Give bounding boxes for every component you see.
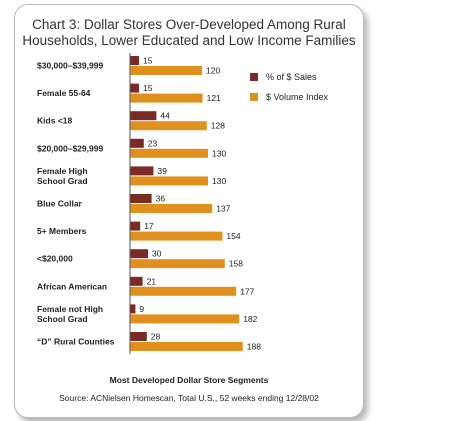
bars: 15 120 15 121 44 128 23 130 39 130 36 137 17 154 30 158…: [130, 56, 261, 352]
bar-sales-share: [130, 138, 144, 148]
category-label-line: Female High: [37, 166, 88, 176]
category-label-line: African American: [37, 281, 107, 291]
bar-sales-share: [130, 56, 139, 65]
bar-sales-share: [130, 111, 157, 121]
category-label-line: Female not High: [37, 304, 103, 314]
category-label-line: Female 55-64: [37, 88, 91, 98]
bar-volume-index: [130, 148, 208, 158]
data-label-sales-share: 39: [157, 166, 167, 176]
legend: % of $ Sales $ Volume Index: [250, 70, 328, 110]
chart-card: Chart 3: Dollar Stores Over-Developed Am…: [14, 4, 364, 418]
data-label-volume-index: 121: [207, 93, 221, 103]
category-label-line: <$20,000: [37, 254, 73, 264]
bar-volume-index: [130, 93, 203, 103]
bar-volume-index: [130, 286, 237, 296]
bar-volume-index: [130, 204, 213, 213]
category-label-line: 5+ Members: [37, 226, 87, 236]
data-label-volume-index: 137: [216, 204, 230, 214]
data-label-sales-share: 44: [160, 111, 170, 121]
category-label: $30,000–$39,999: [37, 61, 103, 71]
bar-volume-index: [130, 176, 208, 186]
bar-sales-share: [130, 304, 136, 314]
bar-volume-index: [130, 121, 207, 131]
source-note: Source: ACNielsen Homescan, Total U.S., …: [59, 393, 319, 403]
data-label-volume-index: 130: [212, 176, 226, 186]
data-label-volume-index: 177: [240, 286, 254, 296]
data-label-sales-share: 15: [143, 56, 153, 66]
bar-volume-index: [130, 314, 240, 324]
legend-swatch-volume-index: [250, 93, 258, 101]
category-label: Kids <18: [37, 116, 72, 126]
bar-volume-index: [130, 259, 225, 269]
legend-swatch-sales-share: [250, 73, 258, 81]
category-label: Female 55-64: [37, 88, 91, 98]
category-label-line: $30,000–$39,999: [37, 61, 103, 71]
category-label: <$20,000: [37, 254, 73, 264]
data-label-volume-index: 188: [247, 342, 261, 352]
data-label-sales-share: 30: [152, 249, 162, 259]
chart-title: Chart 3: Dollar Stores Over-Developed Am…: [15, 17, 363, 49]
category-label-line: Kids <18: [37, 116, 72, 126]
category-label: “D” Rural Counties: [37, 337, 115, 347]
bar-sales-share: [130, 249, 148, 259]
legend-item-volume-index: $ Volume Index: [250, 90, 328, 104]
legend-item-sales-share: % of $ Sales: [250, 70, 328, 84]
data-label-volume-index: 154: [226, 231, 240, 241]
data-label-sales-share: 9: [139, 304, 144, 314]
category-label: Female High School Grad: [37, 166, 88, 186]
data-label-sales-share: 23: [148, 138, 158, 148]
data-label-sales-share: 17: [144, 221, 154, 231]
data-label-sales-share: 28: [151, 332, 161, 342]
bar-sales-share: [130, 166, 154, 176]
bar-sales-share: [130, 332, 147, 341]
bar-sales-share: [130, 276, 143, 286]
data-label-volume-index: 182: [243, 314, 257, 324]
bar-volume-index: [130, 231, 223, 241]
data-label-sales-share: 15: [143, 83, 153, 93]
category-label-line: Blue Collar: [37, 199, 83, 209]
bar-sales-share: [130, 221, 141, 231]
chart-title-line-1: Chart 3: Dollar Stores Over-Developed Am…: [32, 17, 346, 32]
chart-title-line-2: Households, Lower Educated and Low Incom…: [22, 33, 356, 48]
data-label-sales-share: 36: [156, 194, 166, 204]
bar-sales-share: [130, 83, 139, 93]
bar-volume-index: [130, 66, 202, 75]
bar-sales-share: [130, 194, 152, 203]
data-label-volume-index: 120: [206, 66, 220, 76]
category-label: Blue Collar: [37, 199, 83, 209]
category-label-line: $20,000–$29,999: [37, 143, 103, 153]
x-axis-label: Most Developed Dollar Store Segments: [109, 375, 269, 385]
category-label-line: “D” Rural Counties: [37, 337, 115, 347]
category-label: Female not High School Grad: [37, 304, 103, 324]
data-label-sales-share: 21: [147, 276, 157, 286]
category-labels: $30,000–$39,999 Female 55-64 Kids <18 $20,0…: [37, 61, 115, 347]
category-label-line: School Grad: [37, 176, 88, 186]
bar-chart: $30,000–$39,999 Female 55-64 Kids <18 $20,0…: [37, 53, 261, 354]
bar-volume-index: [130, 342, 243, 351]
category-label: African American: [37, 281, 107, 291]
category-label-line: School Grad: [37, 314, 88, 324]
legend-label-sales-share: % of $ Sales: [266, 72, 317, 82]
data-label-volume-index: 158: [229, 259, 243, 269]
legend-label-volume-index: $ Volume Index: [266, 92, 329, 102]
category-label: 5+ Members: [37, 226, 87, 236]
data-label-volume-index: 130: [212, 148, 226, 158]
data-label-volume-index: 128: [211, 121, 225, 131]
category-label: $20,000–$29,999: [37, 143, 103, 153]
